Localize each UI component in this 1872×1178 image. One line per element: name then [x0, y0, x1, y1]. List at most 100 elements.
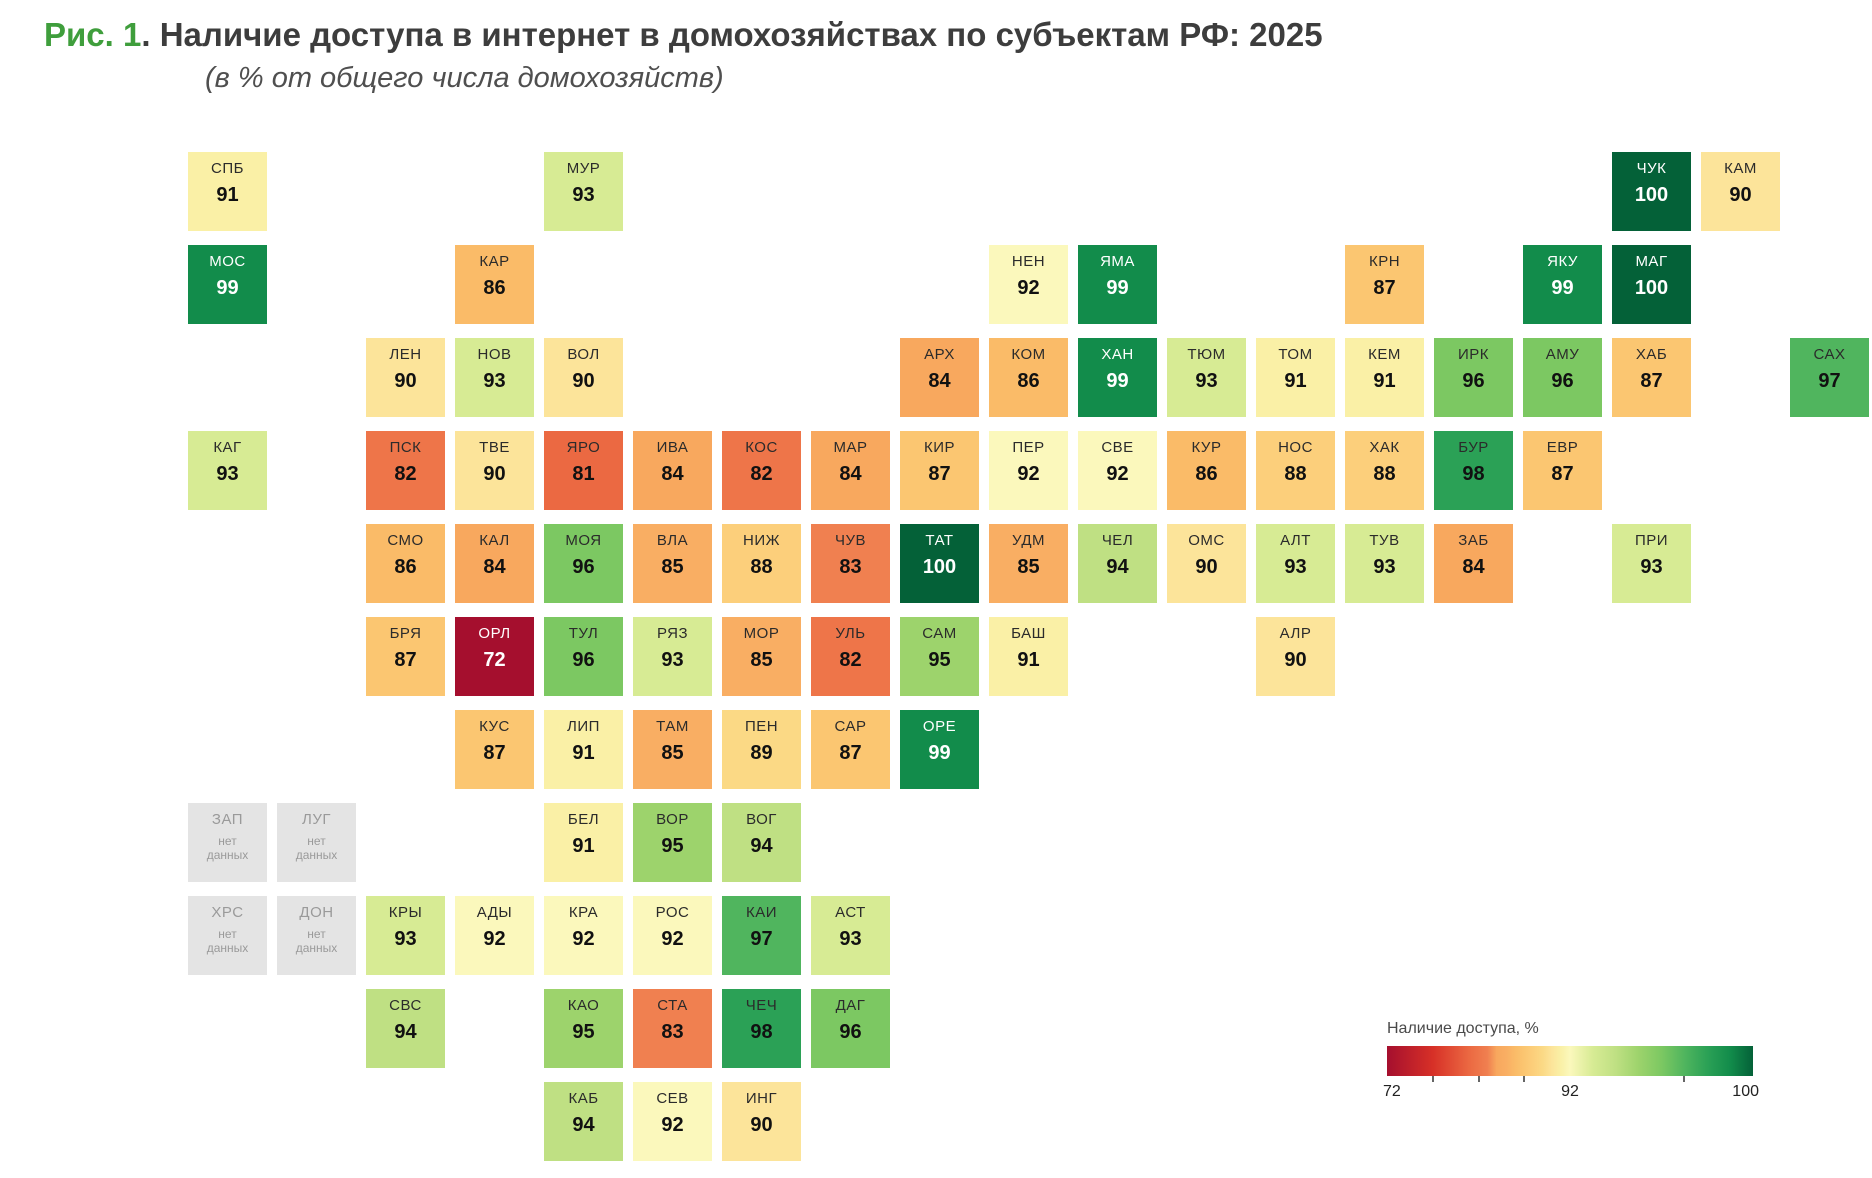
region-code: БРЯ [389, 625, 422, 642]
region-tile: НОВ 93 [455, 338, 534, 417]
region-tile: ВЛА 85 [633, 524, 712, 603]
region-value: 96 [1462, 370, 1485, 392]
region-code: ПЕР [1012, 439, 1045, 456]
legend-labels: 72 92 100 [1383, 1083, 1759, 1103]
region-code: ЯРО [566, 439, 601, 456]
region-tile: ХАК 88 [1345, 431, 1424, 510]
region-tile: СМО 86 [366, 524, 445, 603]
region-tile: ЗАП нет данных [188, 803, 267, 882]
region-code: ЯКУ [1547, 253, 1578, 270]
legend-minor-tick [1683, 1076, 1686, 1082]
region-value: 86 [394, 556, 417, 578]
region-tile: ПЕР 92 [989, 431, 1068, 510]
region-tile: ЧЕЧ 98 [722, 989, 801, 1068]
region-tile: САХ 97 [1790, 338, 1869, 417]
region-value: 93 [661, 649, 684, 671]
region-value: 88 [750, 556, 773, 578]
region-value: 96 [839, 1021, 862, 1043]
region-value: 87 [928, 463, 951, 485]
region-code: КАИ [745, 904, 778, 921]
region-code: ХАБ [1635, 346, 1668, 363]
region-value: 72 [483, 649, 506, 671]
region-code: КУС [479, 718, 510, 735]
region-tile: АДЫ 92 [455, 896, 534, 975]
region-value: 96 [1551, 370, 1574, 392]
region-value: 93 [394, 928, 417, 950]
region-code: ЛЕН [389, 346, 422, 363]
region-value: 94 [1106, 556, 1129, 578]
region-code: ОРЛ [478, 625, 511, 642]
legend-minor-tick [1523, 1076, 1526, 1082]
region-tile: ЧУВ 83 [811, 524, 890, 603]
region-code: ПРИ [1634, 532, 1669, 549]
region-tile: ДОН нет данных [277, 896, 356, 975]
region-code: ХАК [1369, 439, 1400, 456]
region-code: КУР [1191, 439, 1222, 456]
legend-title: Наличие доступа, % [1387, 1020, 1539, 1037]
region-code: ЧЕЧ [745, 997, 778, 1014]
region-code: ТАМ [656, 718, 689, 735]
region-code: КРЫ [388, 904, 423, 921]
region-tile: КАЛ 84 [455, 524, 534, 603]
region-tile: АЛР 90 [1256, 617, 1335, 696]
region-tile: ТУВ 93 [1345, 524, 1424, 603]
region-code: СЕВ [656, 1090, 689, 1107]
region-code: ЛУГ [302, 811, 331, 828]
region-tile: РОС 92 [633, 896, 712, 975]
region-code: СВЕ [1101, 439, 1134, 456]
legend-max-label: 100 [1732, 1083, 1759, 1100]
region-code: ПСК [389, 439, 422, 456]
region-tile: НИЖ 88 [722, 524, 801, 603]
region-value: 83 [839, 556, 862, 578]
region-code: НОВ [477, 346, 512, 363]
region-value: 85 [661, 742, 684, 764]
region-code: ВОЛ [567, 346, 600, 363]
no-data-label: нет данных [295, 834, 338, 862]
region-tile: ВОГ 94 [722, 803, 801, 882]
title-separator: . [141, 16, 160, 53]
region-tile: ТАМ 85 [633, 710, 712, 789]
region-tile: КАГ 93 [188, 431, 267, 510]
region-value: 92 [1106, 463, 1129, 485]
region-value: 99 [1551, 277, 1574, 299]
region-tile: ТАТ 100 [900, 524, 979, 603]
figure-number: Рис. 1 [44, 16, 142, 53]
region-code: КРН [1368, 253, 1401, 270]
region-value: 92 [1017, 277, 1040, 299]
region-tile: ЛУГ нет данных [277, 803, 356, 882]
region-tile: СВС 94 [366, 989, 445, 1068]
region-code: ИРК [1457, 346, 1490, 363]
region-tile: АСТ 93 [811, 896, 890, 975]
region-value: 84 [928, 370, 951, 392]
region-value: 91 [1373, 370, 1396, 392]
region-tile: ДАГ 96 [811, 989, 890, 1068]
region-value: 93 [1195, 370, 1218, 392]
region-code: САХ [1813, 346, 1846, 363]
region-tile: МОЯ 96 [544, 524, 623, 603]
region-code: БУР [1458, 439, 1489, 456]
region-tile: КУС 87 [455, 710, 534, 789]
region-value: 92 [661, 1114, 684, 1136]
region-code: РОС [655, 904, 690, 921]
legend-ticks [1387, 1076, 1753, 1082]
region-code: АСТ [835, 904, 866, 921]
region-tile: НОС 88 [1256, 431, 1335, 510]
region-value: 82 [394, 463, 417, 485]
region-tile: МОС 99 [188, 245, 267, 324]
region-value: 85 [661, 556, 684, 578]
region-tile: СЕВ 92 [633, 1082, 712, 1161]
region-tile: УЛЬ 82 [811, 617, 890, 696]
region-code: НИЖ [743, 532, 780, 549]
region-value: 93 [1284, 556, 1307, 578]
region-value: 92 [661, 928, 684, 950]
region-value: 94 [394, 1021, 417, 1043]
region-value: 99 [1106, 277, 1129, 299]
region-tile: КИР 87 [900, 431, 979, 510]
region-value: 86 [483, 277, 506, 299]
region-tile: БРЯ 87 [366, 617, 445, 696]
region-code: ХАН [1101, 346, 1134, 363]
region-code: ЯМА [1100, 253, 1135, 270]
region-tile: МАГ 100 [1612, 245, 1691, 324]
region-tile: КАМ 90 [1701, 152, 1780, 231]
